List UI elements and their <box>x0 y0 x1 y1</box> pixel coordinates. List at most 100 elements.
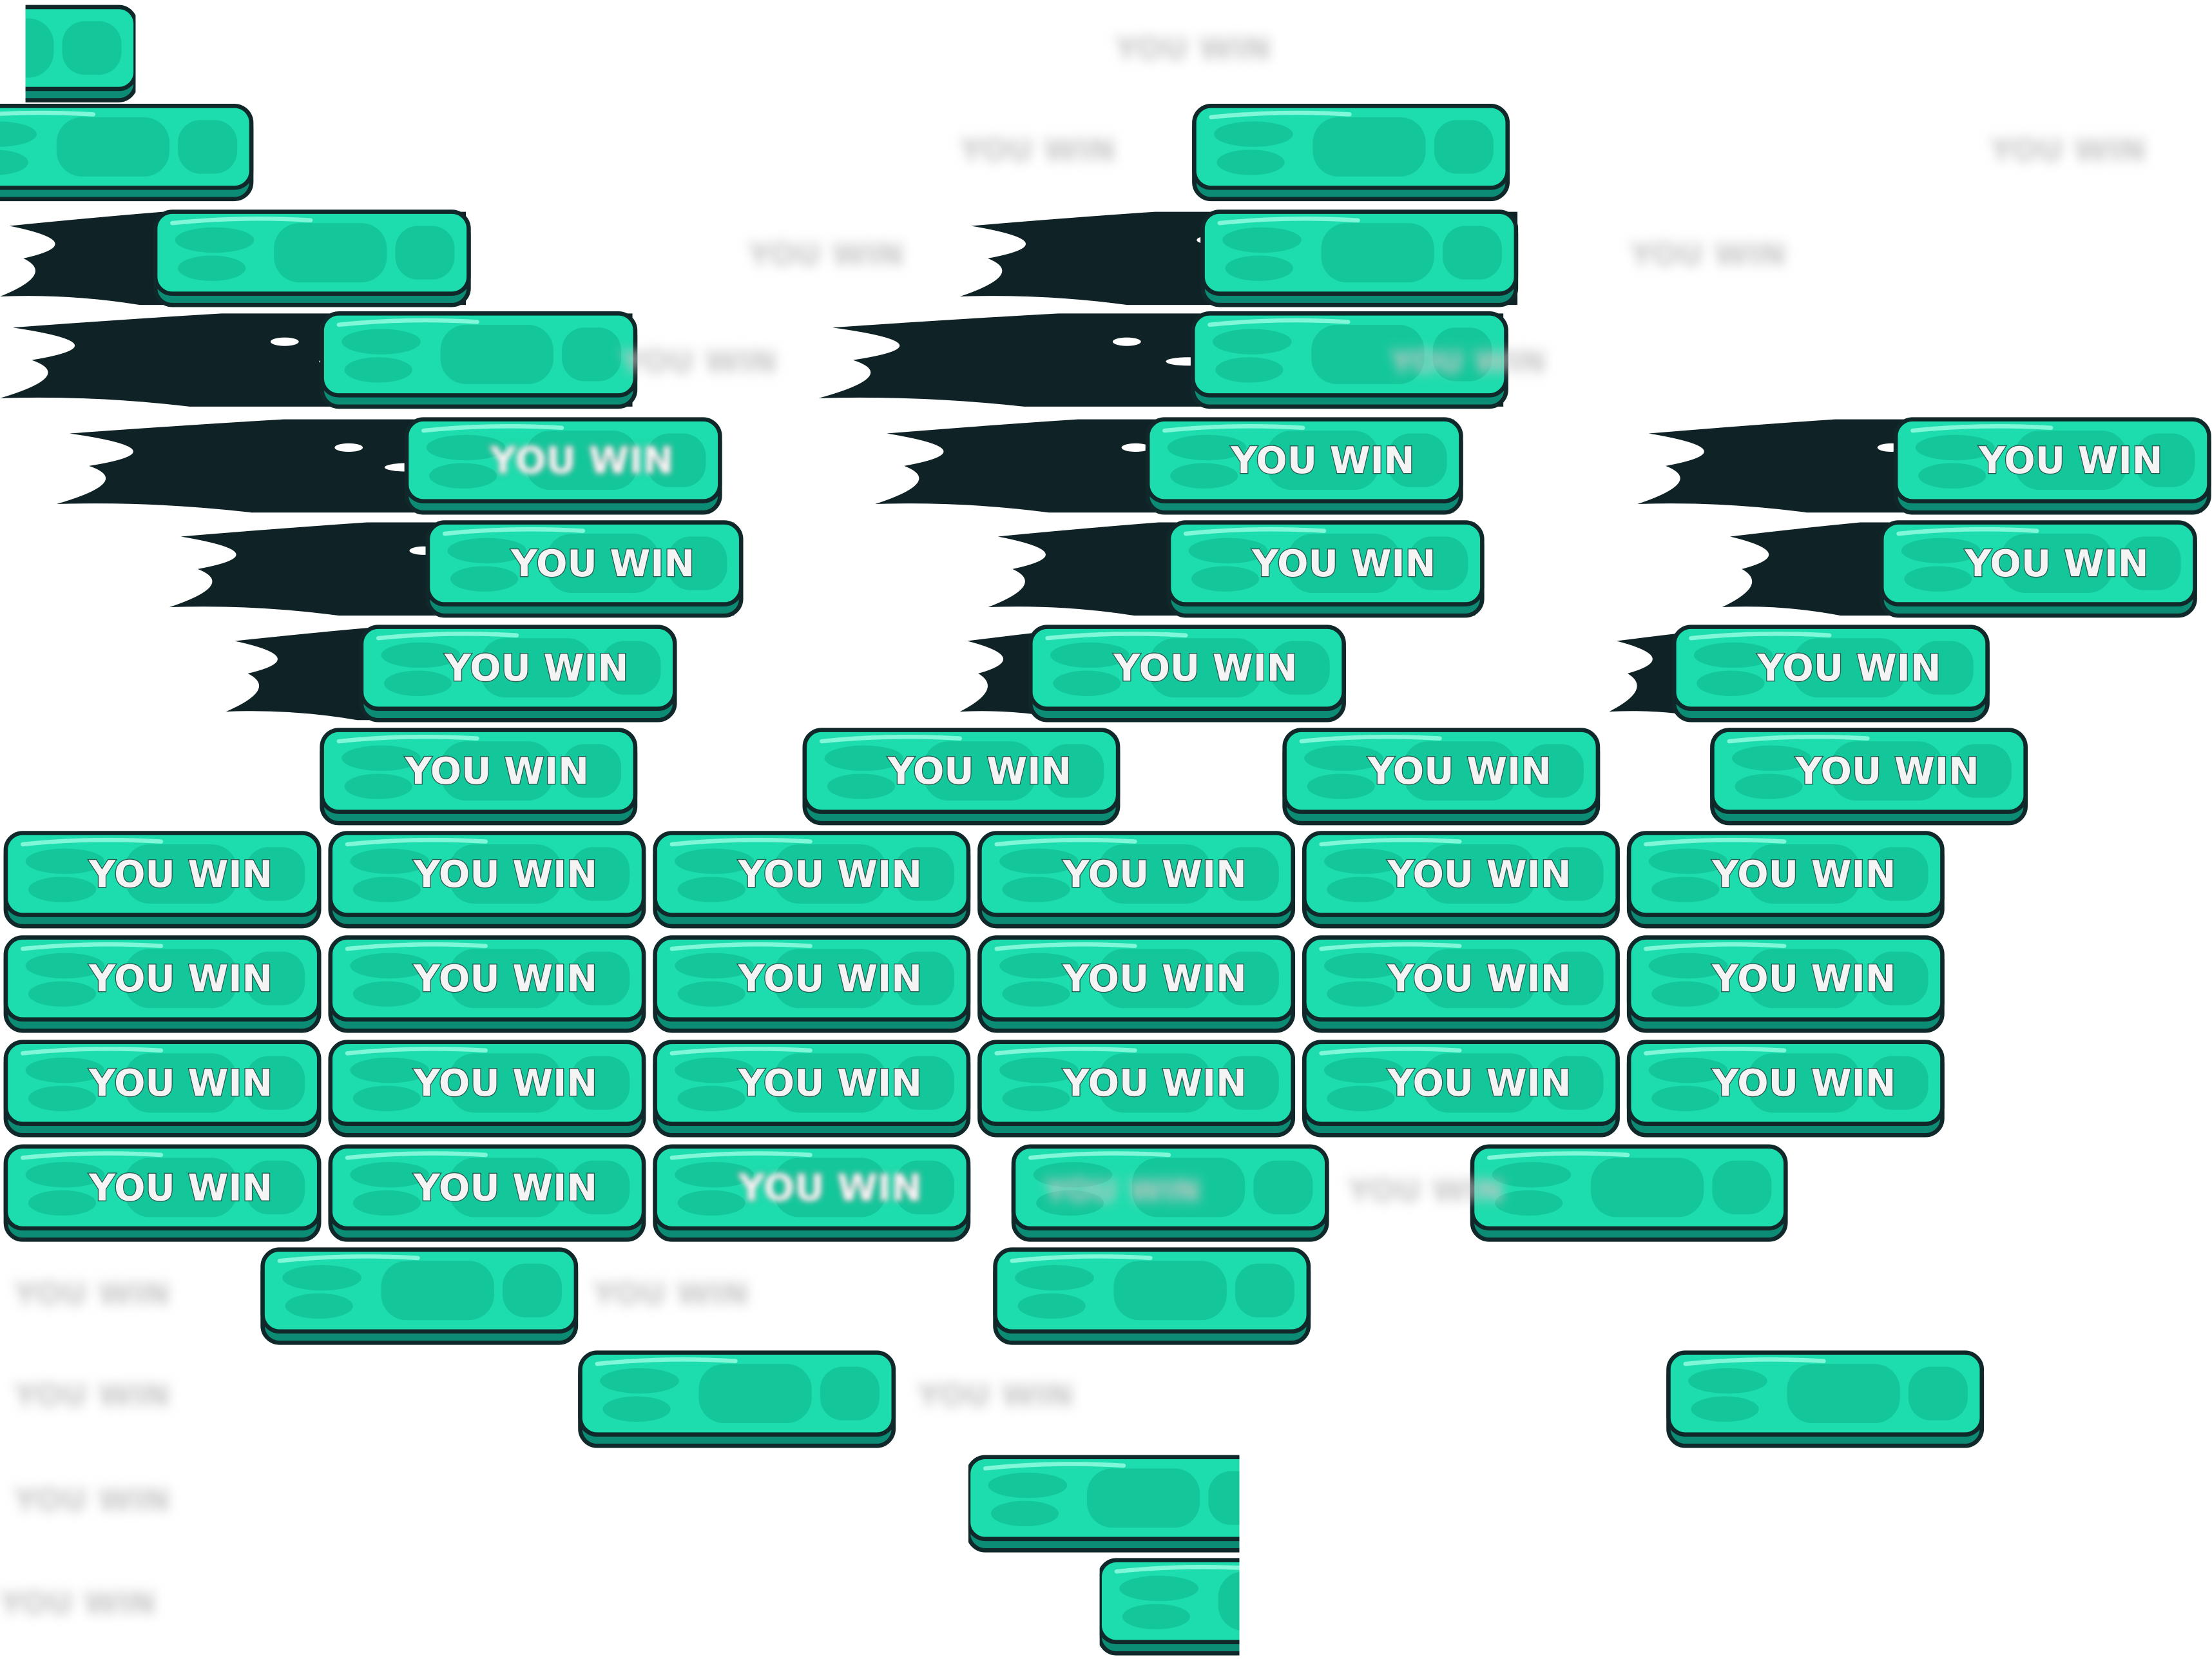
stone-blob <box>1217 150 1285 175</box>
stone-blob <box>352 981 421 1007</box>
stone-blob <box>447 538 527 564</box>
stone-blob <box>1113 1261 1227 1321</box>
win-button <box>1099 1558 1240 1656</box>
stone-blob <box>773 1053 887 1113</box>
stone-blob <box>1423 1053 1536 1113</box>
button-label: YOU WIN <box>1062 853 1246 896</box>
stone-blob <box>341 745 421 771</box>
win-button: YOU WIN <box>404 417 722 515</box>
win-button <box>1190 311 1508 409</box>
stone-blob <box>25 1161 105 1188</box>
stone-blob <box>1544 847 1604 901</box>
stone-blob <box>274 223 387 283</box>
stone-blob <box>1218 1571 1240 1631</box>
stone-blob <box>350 953 430 979</box>
stone-blob <box>1266 431 1380 490</box>
button-label: YOU WIN <box>88 1062 273 1105</box>
stone-blob <box>1693 642 1773 668</box>
highlight <box>20 1151 164 1160</box>
highlight <box>20 942 164 951</box>
stone-blob <box>1167 434 1247 461</box>
stone-blob <box>1524 744 1584 798</box>
stone-blob <box>999 953 1079 979</box>
highlight <box>1319 942 1462 951</box>
stone-blob <box>1869 951 1928 1005</box>
win-button: YOU WIN <box>1166 520 1485 618</box>
button-label: YOU WIN <box>510 543 695 585</box>
stone-blob <box>124 1158 238 1218</box>
stone-blob <box>546 534 660 594</box>
stone-blob <box>1215 357 1284 383</box>
stone-blob <box>1188 538 1268 564</box>
win-button: YOU WIN <box>1302 935 1620 1033</box>
button-label: YOU WIN <box>405 750 589 793</box>
stone-blob <box>675 1057 754 1083</box>
button-label: YOU WIN <box>1113 647 1297 690</box>
stone-blob <box>1311 324 1425 384</box>
stone-blob <box>1732 745 1811 771</box>
stone-blob <box>344 357 412 383</box>
win-button: YOU WIN <box>1626 1040 1945 1138</box>
win-button: YOU WIN <box>328 1040 646 1138</box>
stone-blob <box>1590 1158 1704 1218</box>
highlight <box>994 942 1137 951</box>
ghost-label-layer: YOU WIN YOU WIN YOU WIN YOU WIN YOU WIN YOU W… <box>0 31 2146 1622</box>
stone-blob <box>25 848 105 875</box>
ink-hole <box>1121 443 1150 452</box>
stone-blob <box>1787 1364 1900 1424</box>
stone-blob <box>1222 227 1302 253</box>
stone-blob <box>1017 1293 1086 1319</box>
highlight <box>1299 734 1442 744</box>
stone-blob <box>352 1190 421 1216</box>
stone-blob <box>1098 949 1211 1009</box>
stone-blob <box>894 951 955 1005</box>
stone-blob <box>773 949 887 1009</box>
stone-blob <box>773 844 887 904</box>
win-button: YOU WIN <box>977 1040 1296 1138</box>
win-button <box>1200 209 1519 307</box>
ghost-label: YOU WIN <box>0 1586 156 1622</box>
win-button: YOU WIN <box>1626 935 1945 1033</box>
highlight <box>345 942 488 951</box>
stone-blob <box>1409 536 1468 590</box>
stone-blob <box>28 981 97 1007</box>
stone-blob <box>352 877 421 902</box>
highlight <box>1644 942 1787 951</box>
stone-blob <box>28 1085 97 1112</box>
highlight <box>345 1151 488 1160</box>
stone-blob <box>600 1368 679 1394</box>
stone-blob <box>28 1190 97 1216</box>
stone-blob <box>448 1053 563 1113</box>
stone-blob <box>178 255 246 281</box>
stone-blob <box>999 848 1079 875</box>
highlight <box>1114 1565 1240 1574</box>
win-button: YOU WIN <box>328 935 646 1033</box>
button-label: YOU WIN <box>1756 647 1941 690</box>
stone-blob <box>1901 538 1981 564</box>
button-label: YOU WIN <box>489 440 673 482</box>
win-button <box>0 104 254 202</box>
button-label: YOU WIN <box>1387 1062 1571 1105</box>
ghost-label: YOU WIN <box>917 1378 1073 1414</box>
ghost-label: YOU WIN <box>1115 31 1271 67</box>
highlight <box>1486 1151 1630 1160</box>
stone-blob <box>1191 566 1260 592</box>
win-button: YOU WIN <box>328 831 646 929</box>
stone-blob <box>25 1057 105 1083</box>
highlight <box>1209 110 1352 120</box>
stone-blob <box>175 227 255 253</box>
button-label: YOU WIN <box>413 1062 597 1105</box>
win-button <box>993 1247 1311 1345</box>
stone-blob <box>124 844 238 904</box>
stone-blob <box>1327 981 1395 1007</box>
button-label: YOU WIN <box>88 1167 273 1209</box>
stone-blob <box>668 536 727 590</box>
ghost-label: YOU WIN <box>14 1482 169 1518</box>
highlight <box>421 424 564 433</box>
win-button: YOU WIN <box>3 1040 322 1138</box>
stone-blob <box>988 1472 1068 1499</box>
stone-blob <box>350 848 430 875</box>
stone-blob <box>1904 566 1972 592</box>
highlight <box>1910 424 2053 433</box>
